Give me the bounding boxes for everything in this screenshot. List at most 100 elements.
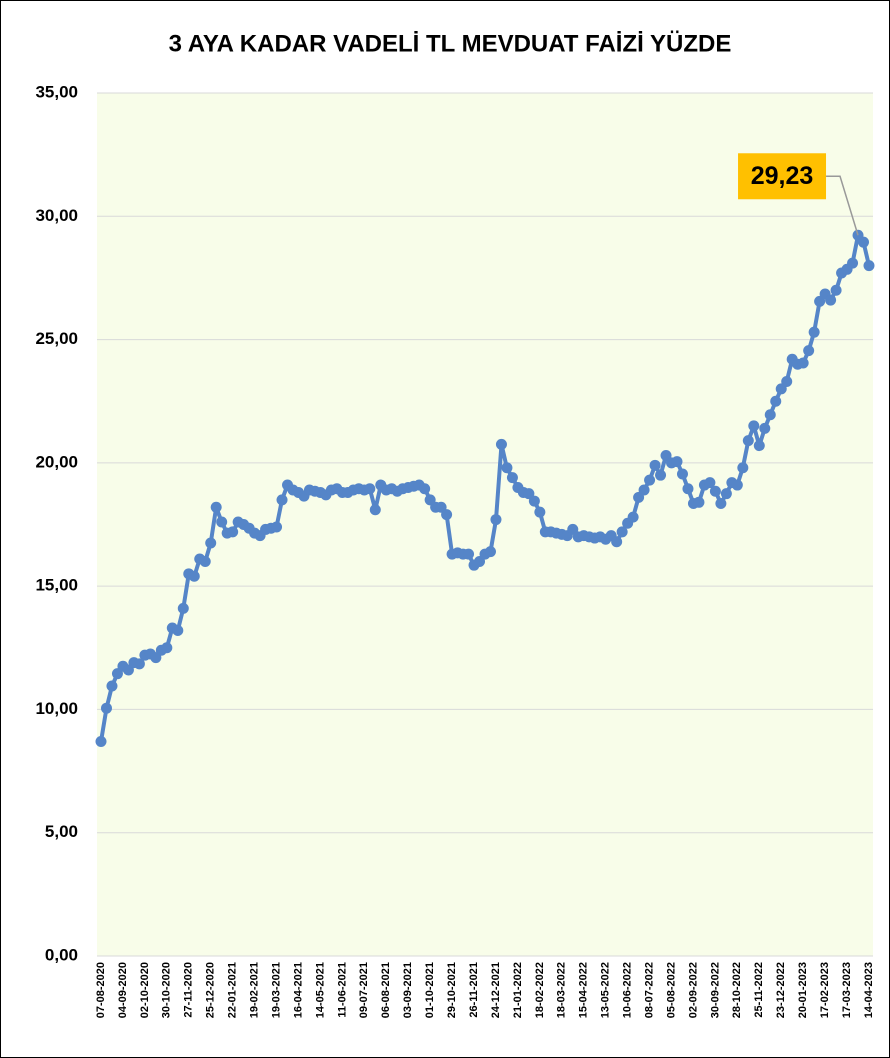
- point: [133, 658, 145, 670]
- point: [369, 504, 381, 516]
- point: [276, 494, 288, 506]
- point: [863, 260, 875, 272]
- point: [177, 602, 189, 614]
- point: [441, 509, 453, 521]
- x-tick-label: 30-10-2020: [161, 962, 173, 1018]
- x-tick-label: 26-11-2021: [468, 962, 480, 1018]
- point: [676, 468, 688, 480]
- point: [655, 469, 667, 481]
- x-tick-label: 21-01-2022: [512, 962, 524, 1018]
- x-tick-label: 25-11-2022: [753, 962, 765, 1018]
- point: [770, 395, 782, 407]
- x-tick-label: 16-04-2021: [292, 962, 304, 1018]
- point: [671, 456, 683, 468]
- point: [720, 488, 732, 500]
- point: [753, 440, 765, 452]
- y-tick-label: 0,00: [45, 945, 78, 964]
- x-tick-label: 03-09-2021: [402, 962, 414, 1018]
- x-tick-label: 04-09-2020: [117, 962, 129, 1018]
- point: [106, 680, 118, 692]
- point: [682, 483, 694, 495]
- y-tick-label: 20,00: [35, 452, 78, 471]
- point: [188, 570, 200, 582]
- x-tick-label: 22-01-2021: [227, 962, 239, 1018]
- x-tick-label: 01-10-2021: [424, 962, 436, 1018]
- point: [797, 357, 809, 369]
- y-tick-label: 10,00: [35, 699, 78, 718]
- x-tick-label: 17-02-2023: [819, 962, 831, 1018]
- point: [737, 462, 749, 474]
- x-tick-label: 05-08-2022: [665, 962, 677, 1018]
- x-tick-label: 19-02-2021: [249, 962, 261, 1018]
- point: [199, 555, 211, 567]
- y-tick-label: 15,00: [35, 576, 78, 595]
- x-tick-label: 14-05-2021: [314, 962, 326, 1018]
- x-tick-label: 17-03-2023: [841, 962, 853, 1018]
- x-tick-label: 15-04-2022: [578, 962, 590, 1018]
- x-tick-label: 24-12-2021: [490, 962, 502, 1018]
- x-tick-label: 20-01-2023: [797, 962, 809, 1018]
- point: [858, 236, 870, 248]
- point: [100, 702, 112, 714]
- x-tick-label: 06-08-2021: [380, 962, 392, 1018]
- x-tick-label: 13-05-2022: [600, 962, 612, 1018]
- callout-leader: [826, 175, 859, 236]
- point: [638, 484, 650, 496]
- x-tick-label: 18-03-2022: [556, 962, 568, 1018]
- point: [649, 459, 661, 471]
- x-tick-label: 28-10-2022: [731, 962, 743, 1018]
- x-tick-label: 02-10-2020: [139, 962, 151, 1018]
- point: [528, 495, 540, 507]
- x-tick-label: 27-11-2020: [183, 962, 195, 1018]
- x-tick-label: 10-06-2022: [622, 962, 634, 1018]
- x-tick-label: 30-09-2022: [709, 962, 721, 1018]
- point: [742, 435, 754, 447]
- point: [803, 345, 815, 357]
- point: [764, 409, 776, 421]
- point: [808, 326, 820, 338]
- point: [95, 735, 107, 747]
- x-tick-label: 09-07-2021: [358, 962, 370, 1018]
- point: [227, 526, 239, 538]
- x-tick-label: 14-04-2023: [863, 962, 875, 1018]
- y-tick-label: 35,00: [35, 82, 78, 101]
- point: [847, 257, 859, 269]
- data-label: 29,23: [751, 162, 814, 190]
- x-tick-label: 07-08-2020: [95, 962, 107, 1018]
- point: [825, 294, 837, 306]
- point: [759, 422, 771, 434]
- point: [748, 420, 760, 432]
- point: [419, 483, 431, 495]
- point: [501, 462, 513, 474]
- point: [830, 284, 842, 296]
- y-tick-label: 5,00: [45, 822, 78, 841]
- point: [161, 642, 173, 654]
- point: [484, 546, 496, 558]
- point: [506, 472, 518, 484]
- x-tick-label: 19-03-2021: [270, 962, 282, 1018]
- point: [172, 625, 184, 637]
- point: [616, 526, 628, 538]
- point: [463, 548, 475, 560]
- point: [781, 375, 793, 387]
- x-tick-label: 02-09-2022: [687, 962, 699, 1018]
- x-tick-label: 08-07-2022: [643, 962, 655, 1018]
- y-tick-label: 30,00: [35, 206, 78, 225]
- chart-title: 3 AYA KADAR VADELİ TL MEVDUAT FAİZİ YÜZD…: [169, 30, 732, 57]
- x-tick-label: 29-10-2021: [446, 962, 458, 1018]
- point: [715, 498, 727, 510]
- point: [709, 485, 721, 497]
- callout-box: [738, 153, 827, 200]
- point: [495, 438, 507, 450]
- point: [731, 479, 743, 491]
- point: [644, 474, 656, 486]
- point: [364, 483, 376, 495]
- point: [205, 537, 217, 549]
- x-tick-label: 23-12-2022: [775, 962, 787, 1018]
- x-tick-label: 11-06-2021: [336, 962, 348, 1018]
- y-tick-label: 25,00: [35, 329, 78, 348]
- point: [271, 521, 283, 533]
- point: [490, 514, 502, 526]
- x-tick-label: 18-02-2022: [534, 962, 546, 1018]
